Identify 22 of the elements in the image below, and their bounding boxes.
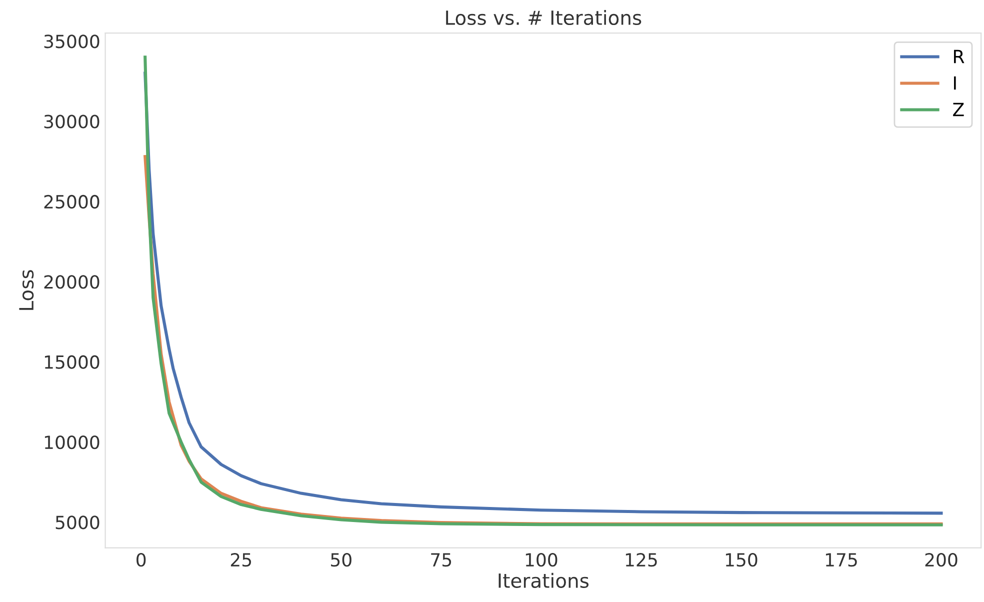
x-tick-label: 75 [431, 553, 452, 567]
x-tick-label: 50 [331, 553, 352, 567]
x-tick-label: 175 [826, 553, 857, 567]
y-tick-label: 15000 [44, 355, 100, 369]
chart-title: Loss vs. # Iterations [446, 10, 642, 26]
y-axis-title: Loss [19, 270, 34, 310]
y-tick-label: 35000 [44, 34, 100, 48]
legend-label: R [954, 50, 964, 64]
legend-label: Z [953, 102, 964, 116]
y-tick-label: 30000 [44, 114, 100, 128]
y-tick-label: 10000 [44, 435, 100, 450]
x-tick-label: 0 [136, 553, 146, 567]
x-axis-title: Iterations [498, 572, 589, 588]
y-tick-label: 25000 [44, 194, 100, 209]
y-tick-label: 5000 [56, 516, 100, 530]
x-tick-label: 25 [230, 553, 252, 567]
legend-label: I [954, 76, 956, 90]
x-tick-label: 125 [626, 553, 657, 567]
x-tick-label: 150 [726, 553, 758, 567]
x-tick-label: 200 [925, 553, 958, 567]
y-tick-label: 20000 [44, 275, 100, 289]
x-tick-label: 100 [526, 553, 558, 567]
